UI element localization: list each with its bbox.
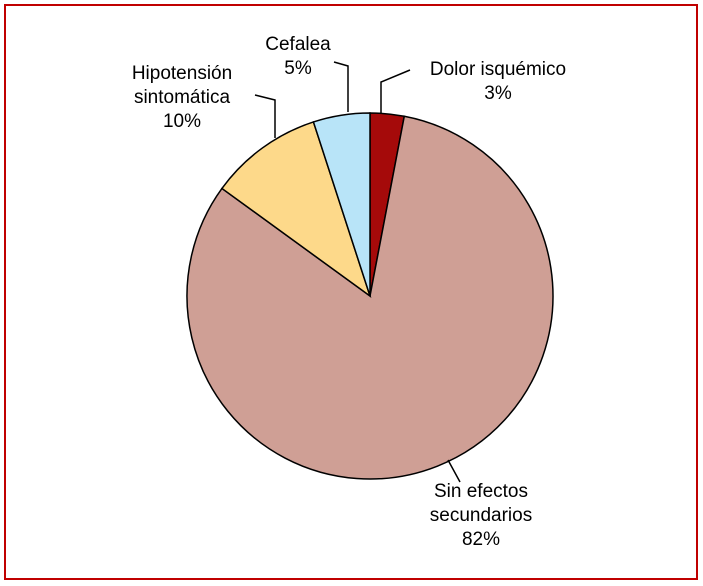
slice-label: Sin efectos secundarios 82% <box>416 480 546 552</box>
category-name: Cefalea <box>265 34 331 55</box>
pie-slice <box>220 121 372 298</box>
leader-line <box>333 61 349 112</box>
slice-label: Dolor isquémico 3% <box>413 58 583 106</box>
category-name: Hipotensión sintomática <box>131 63 233 108</box>
leader-line <box>380 69 411 113</box>
category-name: Dolor isquémico <box>429 59 567 80</box>
percent-label: 10% <box>162 111 202 132</box>
percent-label: 82% <box>461 529 501 550</box>
frame <box>4 4 698 580</box>
percent-label: 5% <box>284 58 312 79</box>
leader-line <box>254 94 276 138</box>
slice-label: Cefalea 5% <box>253 33 343 81</box>
category-name: Sin efectos secundarios <box>429 481 533 526</box>
slice-label: Hipotensión sintomática 10% <box>117 62 247 134</box>
pie-slice <box>312 112 371 297</box>
percent-label: 3% <box>484 83 512 104</box>
leader-line <box>447 459 461 483</box>
pie-slice <box>186 115 554 480</box>
